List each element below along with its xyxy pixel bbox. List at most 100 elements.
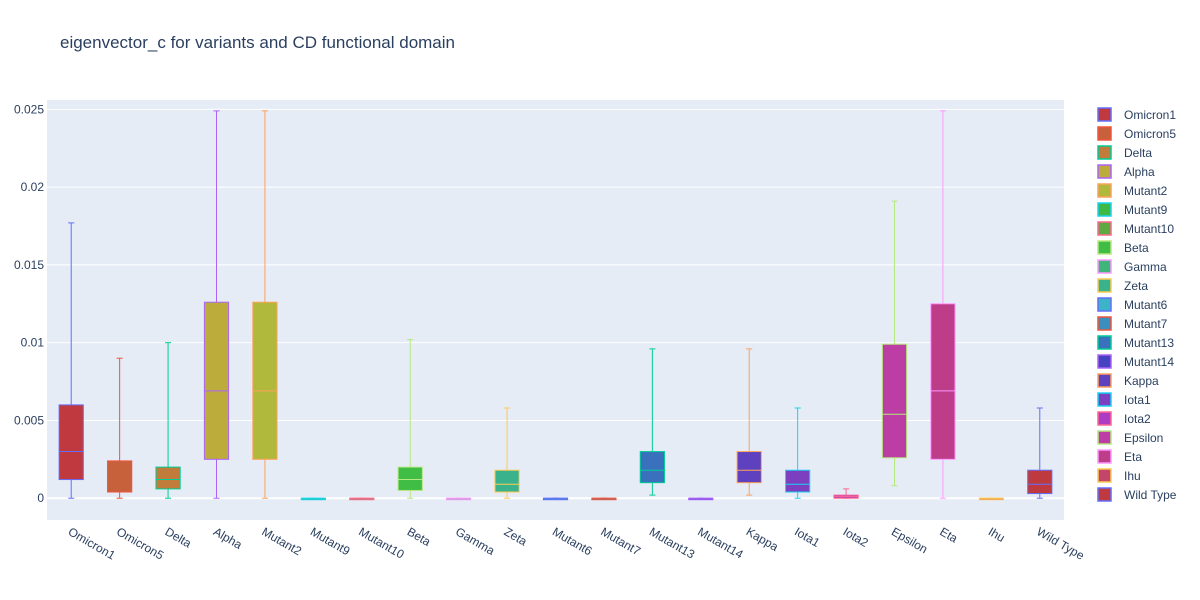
legend-label: Alpha — [1124, 165, 1155, 179]
box-zeta[interactable] — [494, 407, 520, 499]
box-mutant6[interactable] — [542, 497, 569, 501]
legend-item[interactable]: Mutant7 — [1097, 316, 1168, 331]
box-eta[interactable] — [930, 110, 956, 499]
legend-label: Gamma — [1124, 260, 1167, 274]
legend-swatch — [1097, 430, 1112, 445]
box-body — [155, 466, 181, 490]
box-body — [58, 404, 84, 481]
box-epsilon[interactable] — [881, 200, 908, 487]
legend-item[interactable]: Mutant2 — [1097, 183, 1168, 198]
box-iota2[interactable] — [833, 488, 859, 499]
box-mutant14[interactable] — [688, 497, 714, 501]
legend-item[interactable]: Mutant9 — [1097, 202, 1168, 217]
legend-swatch — [1097, 145, 1112, 160]
legend-swatch — [1097, 107, 1112, 122]
legend-swatch — [1097, 259, 1112, 274]
legend-swatch — [1097, 297, 1112, 312]
boxes — [58, 110, 1053, 501]
x-tick-label: Mutant14 — [695, 524, 746, 561]
legend-swatch — [1097, 240, 1112, 255]
box-mutant10[interactable] — [349, 497, 375, 501]
box-mutant2[interactable] — [252, 110, 278, 499]
legend-label: Omicron1 — [1124, 108, 1176, 122]
x-tick-label: Iota1 — [792, 524, 822, 550]
legend-label: Mutant2 — [1124, 184, 1168, 198]
legend-item[interactable]: Omicron5 — [1097, 126, 1176, 141]
y-tick-label: 0.02 — [21, 180, 45, 194]
legend-label: Zeta — [1124, 279, 1148, 293]
box-body — [930, 303, 956, 460]
legend-label: Epsilon — [1124, 431, 1163, 445]
box-body — [107, 460, 133, 493]
box-mutant7[interactable] — [591, 497, 617, 501]
chart-title: eigenvector_c for variants and CD functi… — [60, 33, 455, 52]
x-tick-label: Mutant9 — [308, 524, 353, 558]
legend-swatch — [1097, 487, 1112, 502]
box-omicron5[interactable] — [107, 357, 133, 499]
legend-swatch — [1097, 183, 1112, 198]
y-tick-label: 0.01 — [21, 336, 45, 350]
legend-label: Eta — [1124, 450, 1142, 464]
legend-item[interactable]: Wild Type — [1097, 487, 1177, 502]
legend-item[interactable]: Kappa — [1097, 373, 1159, 388]
legend-label: Beta — [1124, 241, 1149, 255]
legend-item[interactable]: Mutant10 — [1097, 221, 1174, 236]
legend-item[interactable]: Gamma — [1097, 259, 1167, 274]
box-kappa[interactable] — [736, 348, 762, 496]
legend-label: Kappa — [1124, 374, 1159, 388]
legend-item[interactable]: Beta — [1097, 240, 1149, 255]
box-gamma[interactable] — [446, 497, 472, 501]
legend-item[interactable]: Iota2 — [1097, 411, 1151, 426]
legend-item[interactable]: Zeta — [1097, 278, 1148, 293]
box-body — [1027, 469, 1053, 495]
box-wild-type[interactable] — [1027, 407, 1053, 499]
legend-item[interactable]: Mutant6 — [1097, 297, 1168, 312]
legend-swatch — [1097, 449, 1112, 464]
legend-swatch — [1097, 202, 1112, 217]
x-tick-label: Mutant6 — [550, 524, 595, 558]
legend-label: Omicron5 — [1124, 127, 1176, 141]
box-beta[interactable] — [397, 339, 423, 499]
legend-swatch — [1097, 126, 1112, 141]
legend-item[interactable]: Eta — [1097, 449, 1142, 464]
box-body — [785, 469, 811, 493]
box-iota1[interactable] — [785, 407, 811, 499]
legend-item[interactable]: Epsilon — [1097, 430, 1163, 445]
legend-swatch — [1097, 411, 1112, 426]
legend-label: Ihu — [1124, 469, 1141, 483]
box-body — [494, 469, 520, 493]
legend-item[interactable]: Mutant14 — [1097, 354, 1174, 369]
legend-swatch — [1097, 468, 1112, 483]
legend-item[interactable]: Omicron1 — [1097, 107, 1176, 122]
y-tick-label: 0.025 — [14, 102, 44, 116]
x-tick-label: Iota2 — [841, 524, 871, 550]
x-tick-label: Eta — [937, 524, 960, 545]
box-alpha[interactable] — [203, 110, 230, 499]
y-axis: 0 0.005 0.01 0.015 0.02 0.025 — [14, 102, 44, 505]
x-tick-label: Mutant7 — [598, 524, 643, 558]
box-mutant9[interactable] — [300, 497, 326, 501]
box-body — [736, 451, 762, 484]
x-tick-label: Alpha — [211, 524, 245, 552]
legend-item[interactable]: Alpha — [1097, 164, 1155, 179]
x-tick-label: Delta — [163, 524, 195, 550]
box-ihu[interactable] — [978, 497, 1004, 501]
legend-item[interactable]: Iota1 — [1097, 392, 1151, 407]
x-tick-label: Ihu — [986, 524, 1007, 544]
legend-item[interactable]: Ihu — [1097, 468, 1141, 483]
y-tick-label: 0 — [37, 491, 44, 505]
x-tick-label: Mutant10 — [356, 524, 407, 561]
legend-swatch — [1097, 164, 1112, 179]
x-tick-label: Mutant2 — [259, 524, 304, 558]
legend-swatch — [1097, 335, 1112, 350]
legend-item[interactable]: Mutant13 — [1097, 335, 1174, 350]
box-delta[interactable] — [155, 342, 181, 499]
box-mutant13[interactable] — [639, 348, 665, 496]
legend-item[interactable]: Delta — [1097, 145, 1152, 160]
legend-label: Mutant13 — [1124, 336, 1174, 350]
x-tick-label: Omicron5 — [114, 524, 166, 562]
x-tick-label: Mutant13 — [647, 524, 698, 561]
box-omicron1[interactable] — [58, 222, 84, 499]
